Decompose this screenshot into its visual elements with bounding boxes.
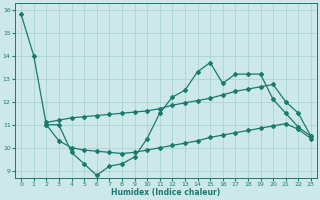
X-axis label: Humidex (Indice chaleur): Humidex (Indice chaleur) xyxy=(111,188,221,197)
